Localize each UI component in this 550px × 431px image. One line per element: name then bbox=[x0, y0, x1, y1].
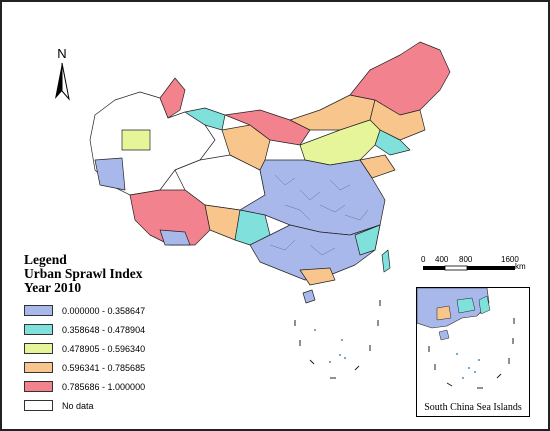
region-xinjiang-south bbox=[94, 157, 126, 191]
north-arrow: N bbox=[50, 46, 74, 106]
legend-swatch bbox=[24, 343, 53, 354]
region-taiwan bbox=[381, 249, 391, 273]
legend-swatch bbox=[24, 362, 53, 373]
legend-item: 0.785686 - 1.000000 bbox=[24, 379, 214, 394]
scale-bar: 0 400 800 1600 km bbox=[421, 255, 531, 279]
legend-item: 0.000000 - 0.358647 bbox=[24, 303, 214, 318]
scale-bar-graphic bbox=[423, 265, 515, 271]
legend-swatch bbox=[24, 324, 53, 335]
legend-label: 0.785686 - 1.000000 bbox=[62, 381, 146, 392]
legend-label: 0.596341 - 0.785685 bbox=[62, 362, 146, 373]
region-hainan bbox=[302, 289, 316, 304]
inset-caption: South China Sea Islands bbox=[424, 402, 522, 413]
region-tibet-south bbox=[159, 229, 191, 246]
inset-map: South China Sea Islands bbox=[416, 287, 530, 417]
legend-item: No data bbox=[24, 398, 214, 413]
scale-tick: 400 bbox=[435, 255, 449, 264]
region-tibet bbox=[129, 189, 211, 246]
legend-item: 0.596341 - 0.785685 bbox=[24, 360, 214, 375]
scale-unit: km bbox=[515, 262, 526, 271]
region-xinjiang-west bbox=[121, 129, 151, 151]
scale-tick: 0 bbox=[421, 255, 426, 264]
legend-heading: Legend bbox=[24, 252, 67, 267]
legend-items: 0.000000 - 0.358647 0.358648 - 0.478904 … bbox=[24, 303, 214, 413]
legend-label: 0.358648 - 0.478904 bbox=[62, 324, 146, 335]
district-pattern bbox=[269, 174, 369, 256]
legend-swatch bbox=[24, 305, 53, 316]
island-dots bbox=[314, 329, 346, 363]
legend-swatch bbox=[24, 400, 53, 411]
region-fujian bbox=[354, 224, 381, 256]
legend-swatch bbox=[24, 381, 53, 392]
region-guangdong-south bbox=[299, 267, 336, 286]
legend-label: No data bbox=[62, 400, 94, 411]
legend-year: Year 2010 bbox=[24, 280, 82, 295]
legend: Legend Urban Sprawl Index Year 2010 0.00… bbox=[24, 253, 214, 417]
legend-subtitle: Urban Sprawl Index bbox=[24, 266, 143, 281]
inset-map-graphic bbox=[417, 288, 515, 389]
map-regions bbox=[89, 41, 451, 304]
scale-tick: 1600 bbox=[501, 255, 519, 264]
region-inner-mongolia-west bbox=[224, 109, 311, 146]
legend-label: 0.478905 - 0.596340 bbox=[62, 343, 146, 354]
legend-label: 0.000000 - 0.358647 bbox=[62, 305, 146, 316]
north-label: N bbox=[57, 46, 67, 61]
south-china-sea-markings bbox=[294, 300, 381, 379]
legend-item: 0.478905 - 0.596340 bbox=[24, 341, 214, 356]
region-xinjiang-north bbox=[159, 77, 186, 119]
scale-tick: 800 bbox=[459, 255, 473, 264]
legend-item: 0.358648 - 0.478904 bbox=[24, 322, 214, 337]
region-xinjiang-east bbox=[184, 107, 226, 131]
north-arrow-icon bbox=[55, 62, 70, 101]
